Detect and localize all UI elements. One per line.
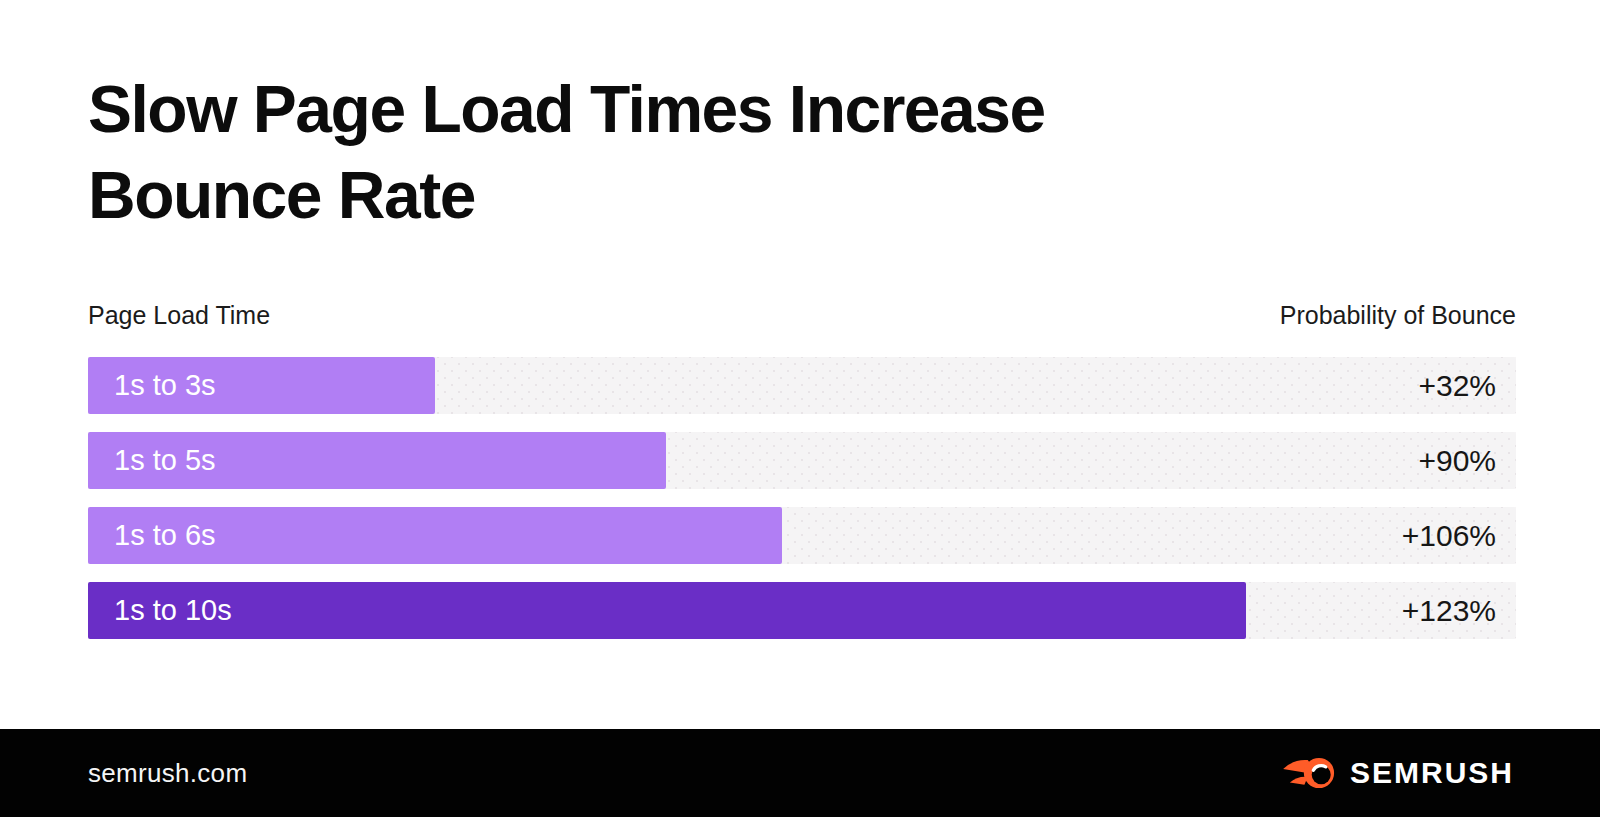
bar-label: 1s to 6s: [88, 519, 216, 552]
chart-header: Page Load Time Probability of Bounce: [88, 301, 1516, 330]
bar-fill-1s-to-3s: 1s to 3s: [88, 357, 435, 414]
bar-chart: 1s to 3s +32% 1s to 5s +90% 1s to 6s +10…: [88, 357, 1516, 657]
bar-fill-1s-to-10s: 1s to 10s: [88, 582, 1246, 639]
axis-label-probability-of-bounce: Probability of Bounce: [1280, 301, 1516, 330]
bar-row: 1s to 6s +106%: [88, 507, 1516, 564]
footer: semrush.com SEMRUSH: [0, 729, 1600, 817]
semrush-logo: SEMRUSH: [1282, 752, 1514, 794]
infographic-page: Slow Page Load Times Increase Bounce Rat…: [0, 0, 1600, 817]
bar-value: +123%: [1402, 582, 1496, 639]
bar-fill-1s-to-5s: 1s to 5s: [88, 432, 666, 489]
bar-label: 1s to 3s: [88, 369, 216, 402]
page-title: Slow Page Load Times Increase Bounce Rat…: [88, 66, 1268, 238]
semrush-flame-icon: [1282, 752, 1338, 794]
semrush-logo-text: SEMRUSH: [1350, 756, 1514, 790]
bar-value: +106%: [1402, 507, 1496, 564]
bar-label: 1s to 10s: [88, 594, 232, 627]
axis-label-page-load-time: Page Load Time: [88, 301, 270, 330]
bar-row: 1s to 5s +90%: [88, 432, 1516, 489]
bar-fill-1s-to-6s: 1s to 6s: [88, 507, 782, 564]
bar-row: 1s to 10s +123%: [88, 582, 1516, 639]
bar-value: +32%: [1418, 357, 1496, 414]
bar-label: 1s to 5s: [88, 444, 216, 477]
bar-value: +90%: [1418, 432, 1496, 489]
bar-row: 1s to 3s +32%: [88, 357, 1516, 414]
footer-url: semrush.com: [88, 758, 247, 789]
